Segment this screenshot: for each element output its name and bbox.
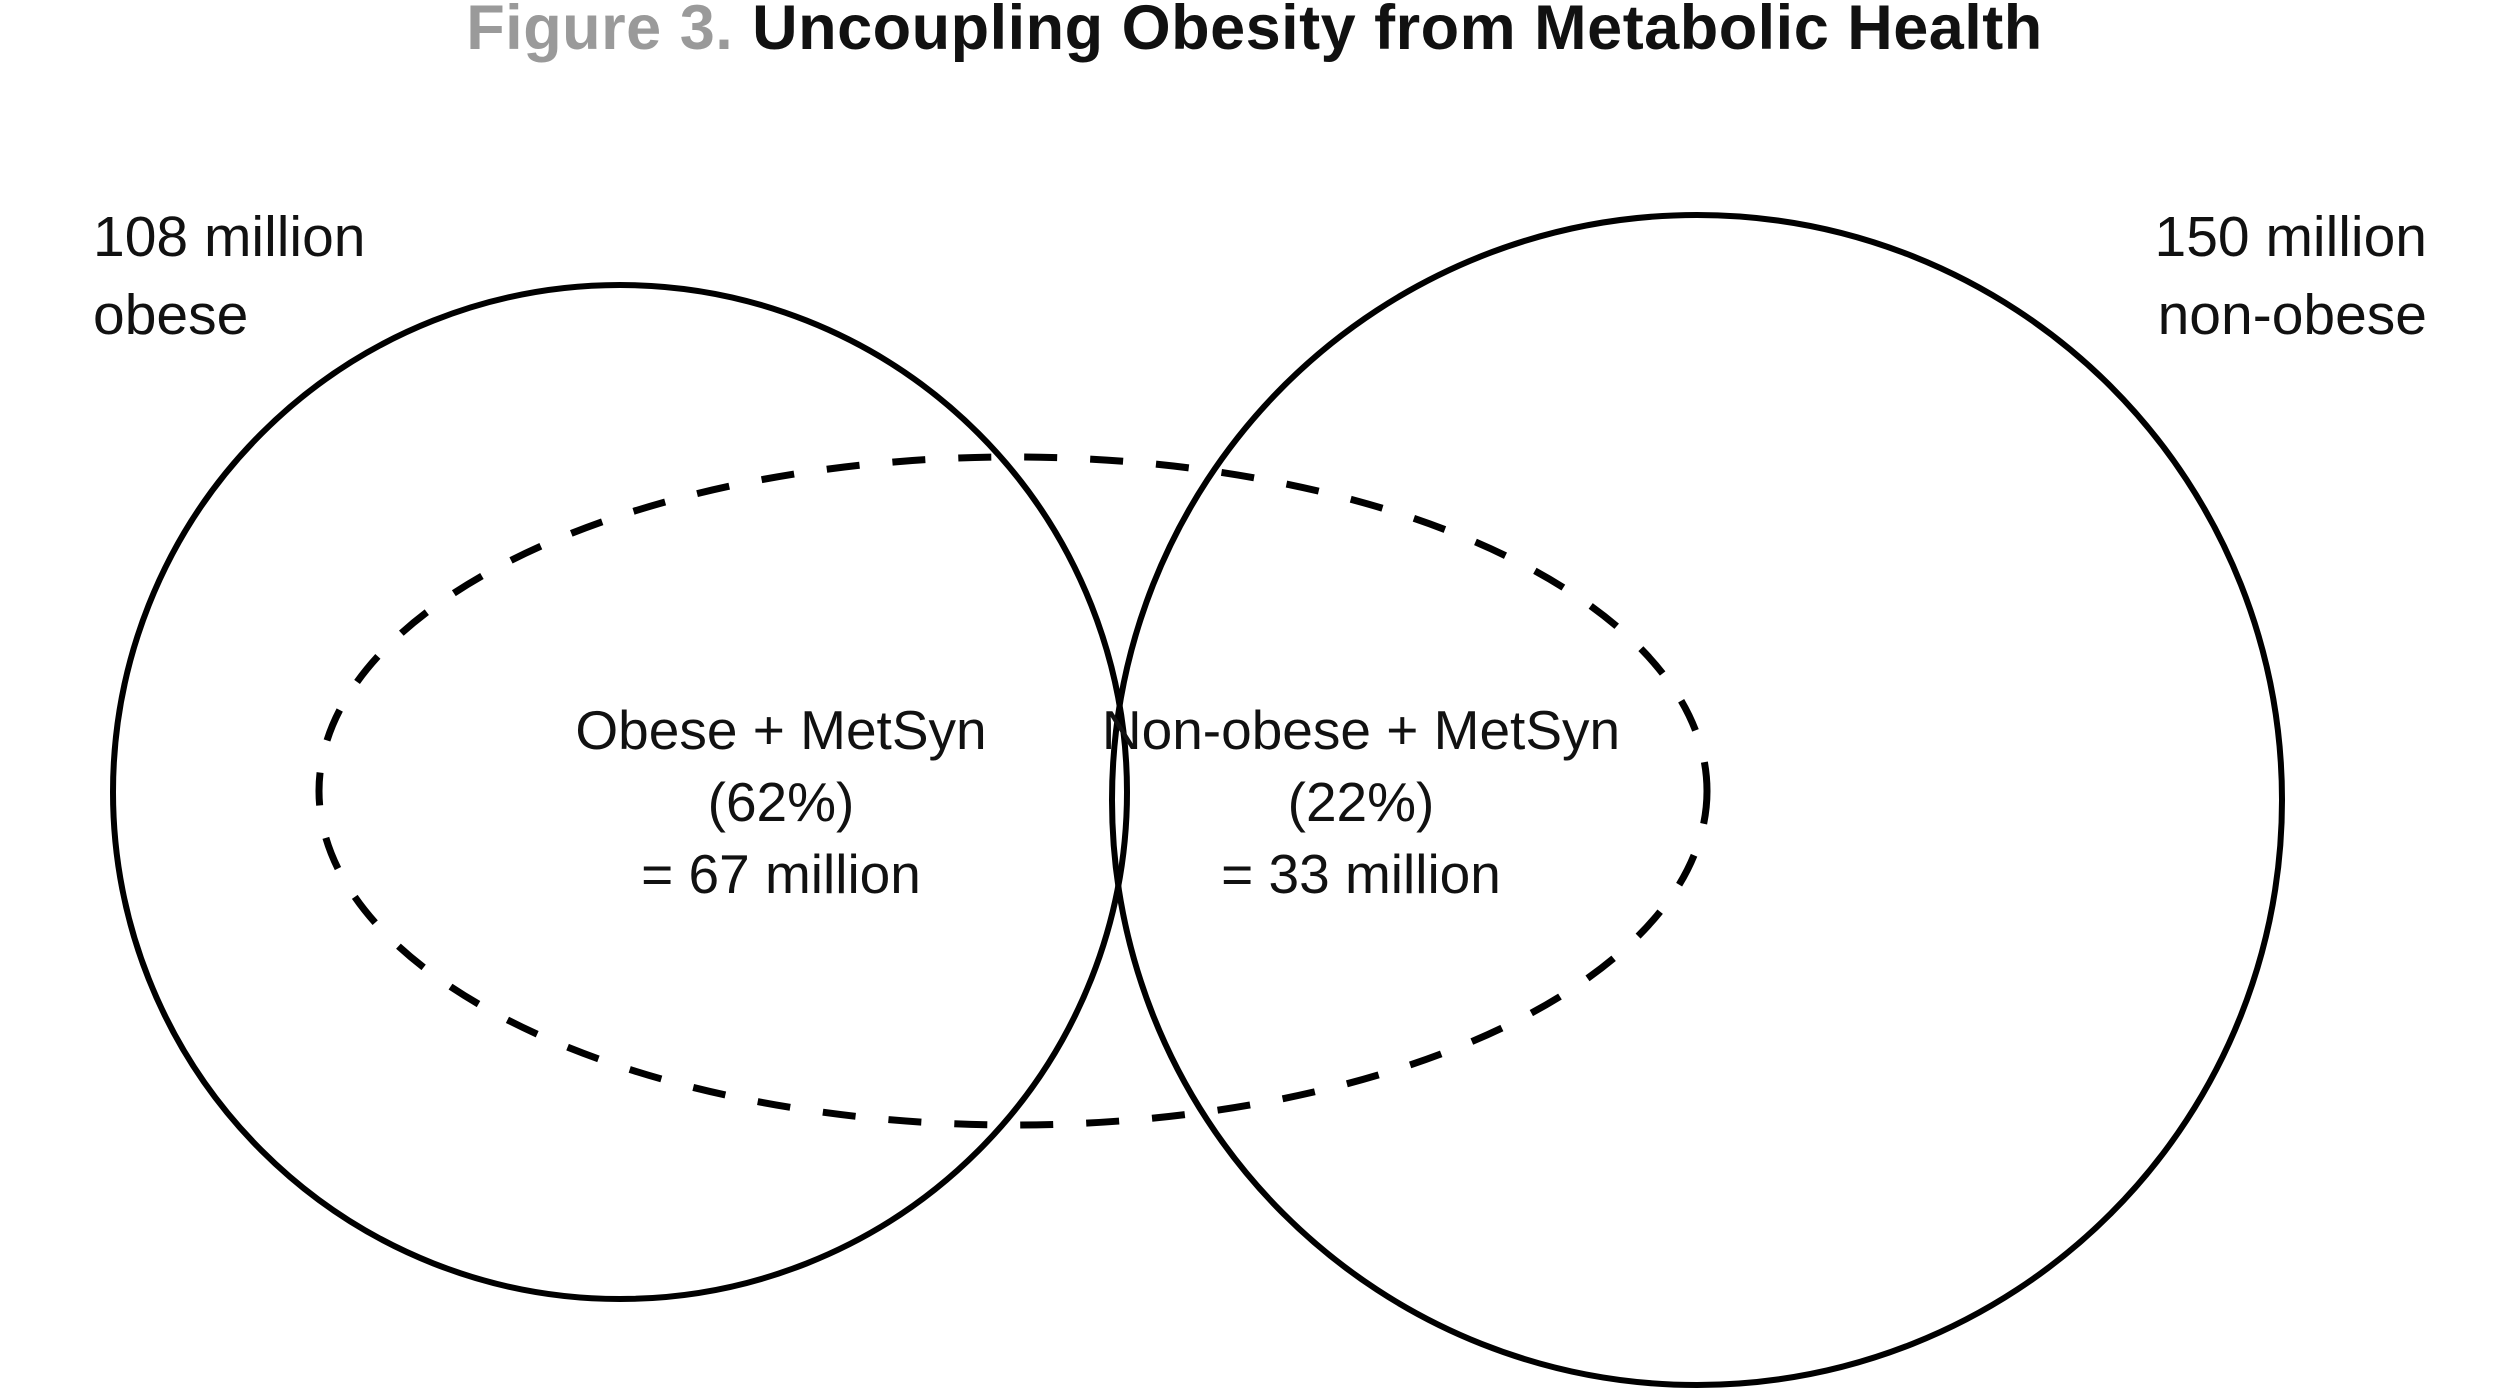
non-obese-set-name: non-obese xyxy=(2157,283,2427,347)
obese-metsyn-percent: (62%) xyxy=(707,771,855,833)
obese-set-label: 108 million obese xyxy=(93,198,365,354)
obese-set-count: 108 million xyxy=(93,205,366,269)
non-obese-metsyn-percent: (22%) xyxy=(1287,771,1435,833)
non-obese-set-label: 150 million non-obese xyxy=(2155,198,2427,354)
non-obese-circle xyxy=(1109,212,2285,1388)
figure-number: Figure 3. xyxy=(466,0,734,63)
non-obese-set-count: 150 million xyxy=(2154,205,2427,269)
figure-title: Figure 3. Uncoupling Obesity from Metabol… xyxy=(0,0,2509,66)
obese-metsyn-title: Obese + MetSyn xyxy=(575,699,987,761)
non-obese-metsyn-title: Non-obese + MetSyn xyxy=(1101,699,1621,761)
metsyn-dashed-ellipse xyxy=(315,453,1711,1129)
figure-title-text: Uncoupling Obesity from Metabolic Health xyxy=(752,0,2043,63)
obese-metsyn-overlap-label: Obese + MetSyn (62%) = 67 million xyxy=(575,694,986,910)
obese-metsyn-count: = 67 million xyxy=(641,843,921,905)
obese-circle xyxy=(110,282,1130,1302)
non-obese-metsyn-count: = 33 million xyxy=(1221,843,1501,905)
non-obese-metsyn-overlap-label: Non-obese + MetSyn (22%) = 33 million xyxy=(1102,694,1620,910)
obese-set-name: obese xyxy=(93,283,249,347)
